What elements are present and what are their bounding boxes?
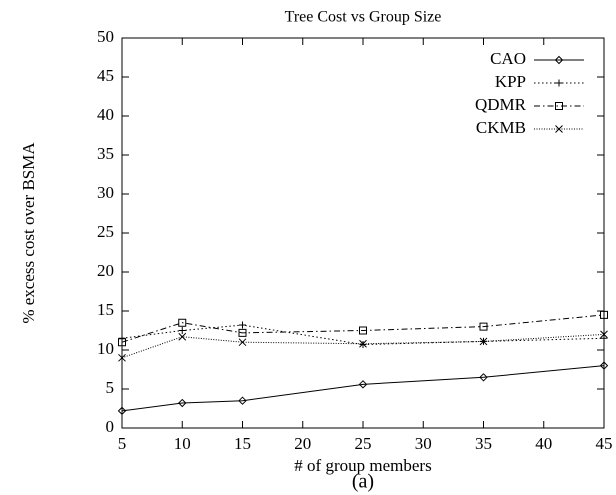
y-tick-label: 5: [106, 378, 115, 397]
legend-marker: [555, 125, 563, 133]
x-tick-label: 40: [535, 434, 552, 453]
marker: [479, 373, 488, 382]
x-tick-label: 20: [294, 434, 311, 453]
marker: [600, 334, 608, 342]
y-tick-label: 0: [106, 417, 115, 436]
caption: (a): [352, 471, 374, 493]
marker: [358, 380, 368, 389]
legend-label: QDMR: [475, 95, 527, 114]
marker: [600, 330, 608, 339]
marker: [117, 406, 127, 416]
x-axis-label: # of group members: [294, 456, 431, 475]
series-line: [121, 365, 605, 412]
x-tick-label: 45: [596, 434, 613, 453]
y-tick-label: 30: [97, 183, 114, 202]
x-tick-label: 5: [118, 434, 127, 453]
marker: [479, 322, 488, 331]
legend-marker: [554, 55, 564, 65]
marker: [238, 338, 247, 347]
x-tick-label: 10: [174, 434, 191, 453]
marker: [359, 339, 367, 348]
legend-label: KPP: [495, 72, 526, 91]
marker: [359, 341, 367, 349]
x-tick-label: 25: [355, 434, 372, 453]
marker: [599, 361, 609, 370]
y-tick-label: 35: [97, 144, 114, 163]
marker: [178, 318, 187, 327]
x-tick-label: 15: [234, 434, 251, 453]
series-line: [121, 333, 605, 359]
marker: [359, 326, 367, 335]
legend-label: CKMB: [476, 118, 526, 137]
legend-marker: [555, 79, 563, 87]
y-tick-label: 25: [97, 222, 114, 241]
y-tick-label: 40: [97, 105, 114, 124]
legend-label: CAO: [490, 49, 526, 68]
marker: [178, 327, 186, 334]
y-tick-label: 10: [97, 339, 114, 358]
y-tick-label: 15: [97, 300, 114, 319]
marker: [118, 353, 126, 362]
marker: [600, 310, 608, 319]
chart-title: Tree Cost vs Group Size: [285, 9, 442, 26]
legend-marker: [555, 102, 563, 110]
marker: [479, 337, 488, 346]
marker: [118, 338, 126, 347]
x-tick-label: 30: [415, 434, 432, 453]
marker: [238, 328, 247, 337]
plot-frame: [121, 37, 605, 429]
x-tick-label: 35: [475, 434, 492, 453]
marker: [178, 332, 187, 341]
y-tick-label: 20: [97, 261, 114, 280]
y-tick-label: 50: [97, 27, 114, 46]
marker: [238, 396, 247, 405]
y-axis-label: % excess cost over BSMA: [19, 142, 38, 324]
y-tick-label: 45: [97, 66, 114, 85]
marker: [178, 398, 187, 408]
series-line: [121, 314, 605, 343]
marker: [239, 321, 246, 329]
